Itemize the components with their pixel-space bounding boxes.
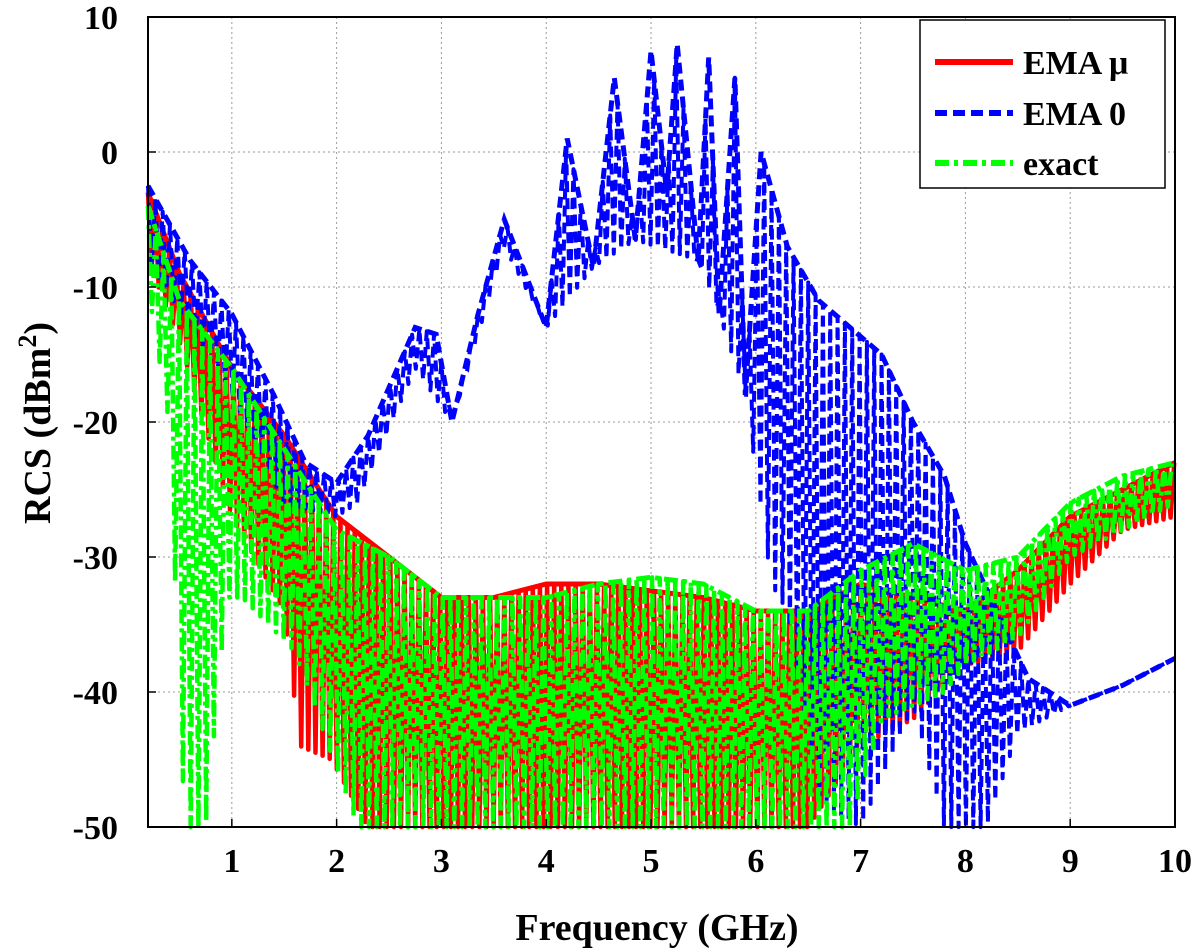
- legend-label-exact: exact: [1023, 146, 1099, 183]
- legend-box: [919, 19, 1166, 189]
- legend: EMA μ EMA 0 exact: [919, 19, 1166, 189]
- y-tick-label: 10: [84, 0, 118, 37]
- y-tick-label: -20: [73, 405, 118, 442]
- y-tick-label: -40: [73, 675, 118, 712]
- legend-label-ema-mu: EMA μ: [1023, 45, 1128, 82]
- series-1: [145, 43, 1177, 829]
- x-tick-label: 1: [223, 843, 240, 880]
- y-tick-label: -50: [73, 810, 118, 847]
- x-tick-label: 4: [538, 843, 555, 880]
- x-axis-label: Frequency (GHz): [515, 907, 798, 949]
- x-tick-label: 7: [852, 843, 869, 880]
- tick-layer: 1 2 3 4 5 6 7 8 9 10 10 0 -10 -20 -30 -40 -50: [73, 0, 1192, 880]
- y-tick-label: -10: [73, 270, 118, 307]
- series-envelope-2: [145, 205, 1176, 614]
- x-tick-label: 10: [1158, 843, 1192, 880]
- series-envelope-1: [145, 43, 1177, 709]
- series-line-1: [146, 56, 1176, 829]
- x-tick-label: 8: [957, 843, 974, 880]
- x-tick-label: 9: [1062, 843, 1079, 880]
- series-2: [145, 205, 1176, 830]
- series-line-2: [145, 205, 1174, 830]
- y-tick-label: -30: [73, 540, 118, 577]
- x-tick-label: 2: [328, 843, 345, 880]
- series-layer: [145, 43, 1177, 830]
- legend-label-ema-0: EMA 0: [1023, 96, 1126, 133]
- y-axis-label-superscript: 2: [13, 335, 42, 348]
- y-tick-label: 0: [101, 135, 118, 172]
- x-tick-label: 6: [747, 843, 764, 880]
- x-tick-label: 5: [643, 843, 660, 880]
- y-axis-label: RCS (dBm2): [13, 322, 59, 524]
- x-tick-label: 3: [433, 843, 450, 880]
